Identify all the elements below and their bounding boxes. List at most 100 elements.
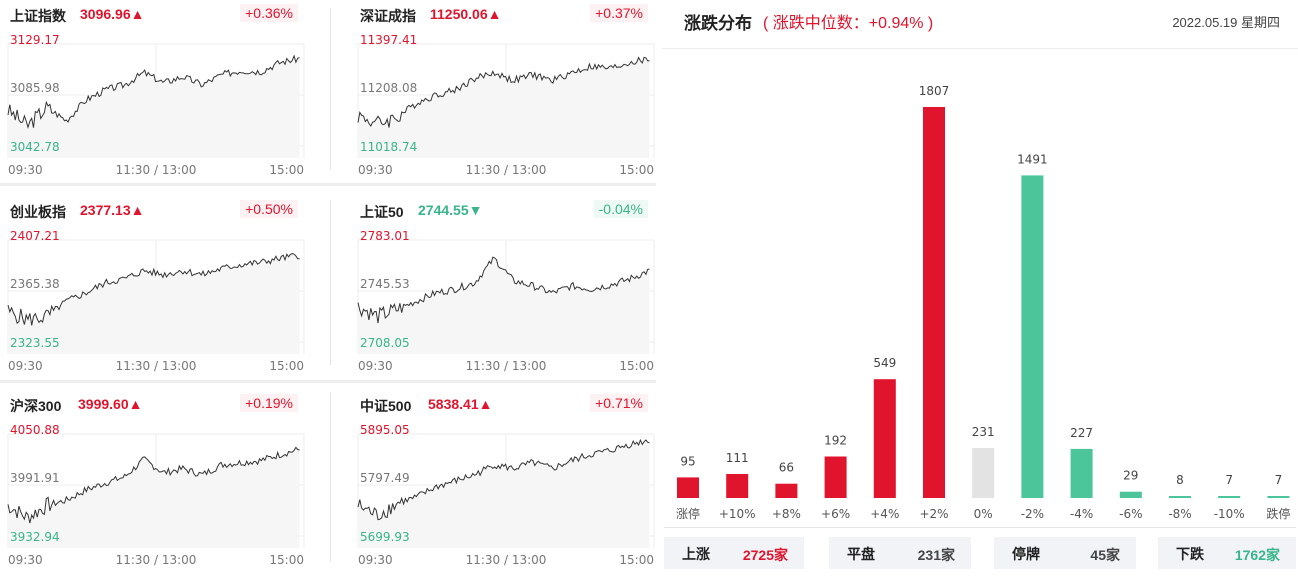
time-close: 15:00 [269, 163, 304, 177]
index-card-chinext[interactable]: 创业板指 2377.13▲ +0.50% 2407.21 2365.38 2323.… [0, 196, 305, 376]
distribution-bar [824, 456, 847, 498]
high-label: 4050.88 [10, 423, 60, 437]
time-open: 09:30 [8, 359, 43, 373]
index-card-csi500[interactable]: 中证500 5838.41▲ +0.71% 5895.05 5797.49 5699… [350, 390, 655, 570]
index-change-badge: +0.36% [240, 4, 298, 22]
bar-category-label: +10% [719, 507, 756, 521]
high-label: 3129.17 [10, 33, 60, 47]
index-change-badge: +0.71% [590, 394, 648, 412]
index-card-shanghai[interactable]: 上证指数 3096.96▲ +0.36% 3129.17 3085.98 3042.… [0, 0, 305, 180]
trade-date: 2022.05.19 星期四 [1172, 15, 1280, 30]
column-divider [330, 392, 331, 562]
high-label: 2407.21 [10, 229, 60, 243]
index-change-badge: -0.04% [593, 200, 648, 218]
header-divider [662, 48, 1298, 49]
distribution-bar [1218, 496, 1241, 498]
index-value: 5838.41▲ [428, 396, 493, 412]
summary-value: 2725家 [742, 547, 788, 563]
mid-label: 3991.91 [10, 471, 60, 485]
index-card-csi300[interactable]: 沪深300 3999.60▲ +0.19% 4050.88 3991.91 3932… [0, 390, 305, 570]
bar-category-label: +8% [772, 507, 801, 521]
bar-value-label: 549 [873, 356, 896, 370]
summary-value: 45家 [1090, 547, 1120, 563]
index-value: 3096.96▲ [80, 6, 145, 22]
intraday-chart: 3129.17 3085.98 3042.78 09:30 11:30 / 13:00 1… [7, 33, 305, 177]
price-area [358, 57, 650, 158]
index-name: 上证50 [360, 204, 404, 220]
column-divider [330, 200, 331, 365]
distribution-bar [873, 379, 896, 498]
column-divider [330, 8, 331, 170]
time-mid: 11:30 / 13:00 [466, 553, 547, 567]
distribution-bar [1267, 496, 1290, 498]
index-value: 2377.13▲ [80, 202, 145, 218]
time-mid: 11:30 / 13:00 [466, 163, 547, 177]
index-grid: 上证指数 3096.96▲ +0.36% 3129.17 3085.98 3042.… [0, 0, 656, 570]
intraday-chart: 2783.01 2745.53 2708.05 09:30 11:30 / 13:00 1… [357, 229, 655, 373]
index-value: 11250.06▲ [430, 6, 502, 22]
price-line [357, 256, 650, 324]
low-label: 11018.74 [360, 140, 417, 154]
high-label: 2783.01 [360, 229, 410, 243]
price-line [7, 446, 300, 524]
time-mid: 11:30 / 13:00 [116, 163, 197, 177]
intraday-chart: 2407.21 2365.38 2323.55 09:30 11:30 / 13:00 1… [7, 229, 305, 373]
mid-label: 2365.38 [10, 277, 60, 291]
index-card-shenzhen[interactable]: 深证成指 11250.06▲ +0.37% 11397.41 11208.08 11… [350, 0, 655, 180]
distribution-bar [1021, 175, 1044, 498]
bar-value-label: 29 [1123, 469, 1138, 483]
chart-baseline [664, 527, 1296, 528]
bar-value-label: 8 [1176, 473, 1184, 487]
index-name: 深证成指 [360, 8, 416, 24]
row-divider [0, 183, 656, 186]
low-label: 2708.05 [360, 336, 410, 350]
index-change-badge: +0.37% [590, 4, 648, 22]
index-value: 2744.55▼ [418, 202, 483, 218]
low-label: 2323.55 [10, 336, 60, 350]
time-close: 15:00 [619, 553, 654, 567]
intraday-chart: 11397.41 11208.08 11018.74 09:30 11:30 / 13:… [357, 33, 655, 177]
time-open: 09:30 [8, 553, 43, 567]
price-line [7, 54, 300, 130]
time-mid: 11:30 / 13:00 [466, 359, 547, 373]
price-line [7, 253, 300, 326]
index-change-badge: +0.50% [240, 200, 298, 218]
bar-category-label: -6% [1119, 507, 1142, 521]
bar-value-label: 227 [1070, 426, 1093, 440]
low-label: 3932.94 [10, 530, 60, 544]
bar-value-label: 231 [972, 425, 995, 439]
high-label: 11397.41 [360, 33, 417, 47]
bar-category-label: 0% [974, 507, 993, 521]
price-area [358, 257, 650, 354]
distribution-title: 涨跌分布 [684, 14, 752, 33]
index-card-sse50[interactable]: 上证50 2744.55▼ -0.04% 2783.01 2745.53 2708.… [350, 196, 655, 376]
summary-value: 231家 [917, 547, 955, 563]
time-close: 15:00 [619, 359, 654, 373]
time-open: 09:30 [358, 553, 393, 567]
distribution-bar [1119, 491, 1142, 498]
bar-category-label: +2% [919, 507, 948, 521]
mid-label: 5797.49 [360, 471, 410, 485]
price-line [357, 438, 650, 521]
bar-value-label: 1807 [919, 84, 950, 98]
bar-value-label: 7 [1225, 473, 1233, 487]
low-label: 3042.78 [10, 140, 60, 154]
distribution-bar [972, 448, 995, 498]
index-name: 上证指数 [10, 8, 66, 24]
distribution-bar [775, 483, 798, 498]
price-area [358, 440, 650, 548]
bar-value-label: 1491 [1017, 152, 1048, 166]
summary-suspended: 停牌 45家 [994, 537, 1136, 569]
intraday-chart: 4050.88 3991.91 3932.94 09:30 11:30 / 13:00 1… [7, 423, 305, 567]
summary-flat: 平盘 231家 [829, 537, 971, 569]
bar-value-label: 66 [779, 461, 794, 475]
mid-label: 2745.53 [360, 277, 410, 291]
time-open: 09:30 [358, 359, 393, 373]
time-close: 15:00 [269, 359, 304, 373]
bar-value-label: 111 [726, 451, 749, 465]
bar-category-label: 跌停 [1266, 506, 1290, 521]
summary-label: 平盘 [847, 546, 875, 562]
price-area [8, 55, 300, 158]
index-name: 中证500 [360, 398, 412, 414]
time-open: 09:30 [358, 163, 393, 177]
